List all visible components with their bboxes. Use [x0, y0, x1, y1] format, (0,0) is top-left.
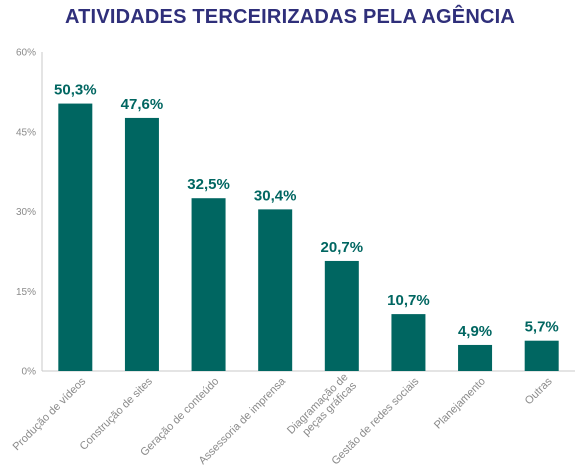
bar	[324, 260, 359, 371]
bar	[391, 314, 426, 371]
bar	[258, 209, 293, 371]
y-tick-label: 45%	[16, 127, 36, 138]
y-tick-label: 30%	[16, 207, 36, 218]
x-category-label: Planejamento	[432, 375, 488, 431]
y-tick-label: 0%	[22, 367, 37, 378]
x-category-label-line: Construção de sites	[78, 375, 156, 453]
x-category-label-line: Produção de vídeos	[11, 375, 89, 453]
bar	[124, 117, 159, 371]
value-label: 20,7%	[321, 239, 364, 256]
value-label: 50,3%	[54, 82, 97, 99]
y-tick-label: 15%	[16, 287, 36, 298]
y-tick-label: 60%	[16, 48, 36, 59]
bar	[191, 198, 226, 371]
x-category-label: Produção de vídeos	[11, 375, 89, 453]
x-category-label: Outras	[523, 375, 555, 407]
value-label: 10,7%	[387, 292, 430, 309]
bar	[458, 344, 493, 371]
value-label: 4,9%	[458, 323, 492, 340]
value-label: 30,4%	[254, 187, 297, 204]
chart-title: ATIVIDADES TERCEIRIZADAS PELA AGÊNCIA	[64, 6, 516, 28]
x-category-label: Construção de sites	[78, 375, 156, 453]
x-category-label-line: Outras	[523, 375, 555, 407]
value-label: 5,7%	[525, 319, 559, 336]
bar	[58, 103, 93, 372]
value-label: 32,5%	[187, 176, 230, 193]
x-category-label-line: Planejamento	[432, 375, 488, 431]
value-label: 47,6%	[121, 96, 164, 113]
bar	[524, 340, 559, 371]
